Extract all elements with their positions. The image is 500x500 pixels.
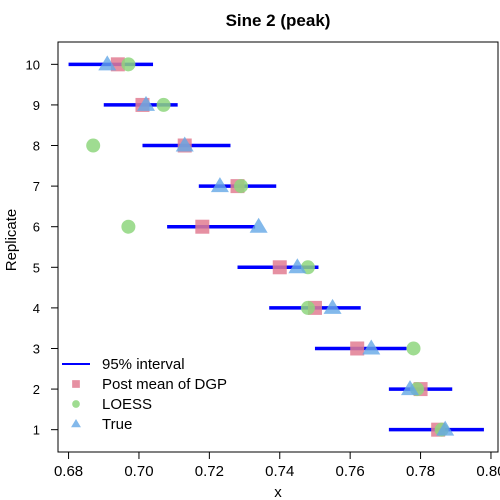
true-point bbox=[401, 380, 419, 396]
x-tick-label: 0.72 bbox=[195, 463, 224, 480]
y-tick-label: 5 bbox=[33, 260, 40, 275]
true-point bbox=[249, 217, 268, 233]
y-axis-label: Replicate bbox=[3, 209, 20, 272]
plot-frame bbox=[57, 41, 499, 453]
loess-point bbox=[406, 341, 421, 356]
y-tick-label: 4 bbox=[33, 301, 40, 316]
y-tick-label: 8 bbox=[33, 139, 40, 154]
legend-label: True bbox=[102, 416, 132, 433]
post-mean-of-dgp-point bbox=[272, 260, 287, 275]
loess-point bbox=[121, 219, 136, 234]
loess-point bbox=[156, 97, 171, 112]
loess-point bbox=[300, 300, 315, 315]
legend-swatch bbox=[72, 400, 80, 408]
x-tick-label: 0.80 bbox=[476, 463, 500, 480]
y-tick-label: 9 bbox=[33, 98, 40, 113]
legend-label: 95% interval bbox=[102, 356, 185, 373]
true-point bbox=[98, 55, 117, 71]
interval-series bbox=[68, 62, 484, 432]
post-mean-of-dgp-point bbox=[350, 341, 365, 356]
loess-point bbox=[234, 179, 249, 194]
y-tick-label: 10 bbox=[26, 57, 40, 72]
marker-series bbox=[86, 55, 455, 437]
legend-swatch bbox=[72, 380, 80, 388]
x-tick-label: 0.70 bbox=[124, 463, 153, 480]
true-point bbox=[137, 95, 155, 111]
true-point bbox=[436, 420, 455, 436]
legend-label: Post mean of DGP bbox=[102, 376, 227, 393]
y-tick-label: 3 bbox=[33, 341, 40, 356]
legend-swatch bbox=[71, 419, 81, 428]
x-axis: 0.68 0.70 0.72 0.74 0.76 0.78 0.80 bbox=[54, 452, 500, 480]
y-tick-label: 2 bbox=[33, 382, 40, 397]
true-point bbox=[175, 136, 194, 152]
x-tick-label: 0.74 bbox=[265, 463, 294, 480]
y-tick-label: 7 bbox=[33, 179, 40, 194]
true-point bbox=[210, 177, 229, 193]
x-tick-label: 0.76 bbox=[336, 463, 365, 480]
y-tick-label: 6 bbox=[33, 220, 40, 235]
legend-label: LOESS bbox=[102, 396, 152, 413]
loess-point bbox=[121, 57, 136, 72]
true-point bbox=[288, 258, 307, 274]
y-tick-label: 1 bbox=[33, 423, 40, 438]
x-axis-label: x bbox=[274, 484, 282, 500]
loess-point bbox=[86, 138, 101, 153]
x-tick-label: 0.78 bbox=[406, 463, 435, 480]
legend: 95% interval Post mean of DGP LOESS True bbox=[62, 356, 227, 433]
true-point bbox=[323, 298, 342, 314]
y-axis: 1 2 3 4 5 6 7 8 9 10 bbox=[26, 57, 58, 438]
chart-title: Sine 2 (peak) bbox=[226, 11, 331, 30]
post-mean-of-dgp-point bbox=[195, 219, 210, 234]
true-point bbox=[362, 339, 381, 355]
x-tick-label: 0.68 bbox=[54, 463, 83, 480]
